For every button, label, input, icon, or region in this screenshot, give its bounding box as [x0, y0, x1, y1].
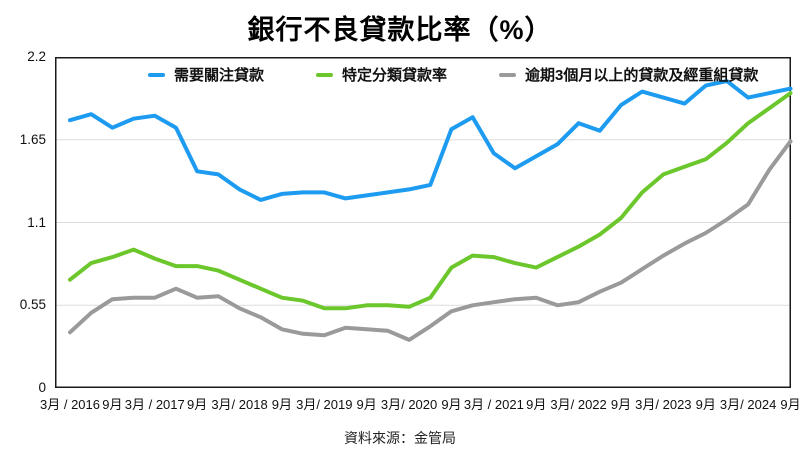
legend-item-classified: 特定分類貸款率: [316, 64, 447, 85]
page-title: 銀行不良貸款比率（%）: [247, 15, 553, 45]
x-tick-label: 9月: [526, 397, 547, 412]
legend-label: 特定分類貸款率: [342, 67, 448, 84]
x-tick-label: 3月 / 2021: [463, 397, 524, 412]
x-tick-label: 9月: [695, 397, 716, 412]
x-tick-label: 9月: [356, 397, 377, 412]
x-tick-label: 9月: [441, 397, 462, 412]
x-tick-label: 9月: [610, 397, 632, 412]
legend-label: 逾期3個月以上的貸款及經重組貸款: [525, 67, 759, 84]
legend-swatch-blue-icon: [148, 72, 165, 77]
legend-label: 需要關注貸款: [174, 67, 265, 84]
legend-item-overdue: 逾期3個月以上的貸款及經重組貸款: [499, 64, 758, 85]
x-tick-label: 3月/ 2019: [296, 397, 353, 412]
plot-area: [55, 57, 793, 388]
series-line-1: [68, 91, 793, 311]
y-tick-label: 2.2: [27, 49, 46, 64]
x-tick-label: 3月 / 2016: [40, 397, 100, 412]
legend-swatch-gray-icon: [499, 72, 517, 77]
x-tick-label: 9月: [102, 397, 123, 412]
y-tick-label: 1.1: [27, 214, 46, 230]
x-tick-label: 9月: [187, 397, 208, 412]
x-tick-label: 3月/ 2023: [635, 397, 692, 412]
legend-swatch-green-icon: [316, 72, 334, 77]
y-tick-label: 0: [38, 380, 46, 395]
series-line-0: [68, 79, 793, 202]
line-chart: [55, 57, 793, 388]
x-tick-label: 3月/ 2020: [380, 397, 438, 412]
source-note: 資料來源：金管局: [344, 430, 456, 446]
x-tick-label: 9月: [780, 397, 800, 412]
x-tick-label: 3月/ 2024: [719, 397, 777, 412]
series-line-2: [68, 139, 793, 342]
x-tick-label: 9月: [271, 397, 293, 412]
x-tick-label: 3月 / 2017: [124, 397, 185, 412]
plot-border: [55, 57, 791, 388]
y-tick-label: 0.55: [19, 297, 46, 313]
chart-legend: 需要關注貸款 特定分類貸款率 逾期3個月以上的貸款及經重組貸款: [148, 64, 758, 85]
y-tick-label: 1.65: [19, 131, 46, 147]
x-tick-label: 3月/ 2022: [550, 397, 607, 412]
x-tick-label: 3月/ 2018: [211, 397, 268, 412]
legend-item-special-mention: 需要關注貸款: [148, 64, 264, 85]
